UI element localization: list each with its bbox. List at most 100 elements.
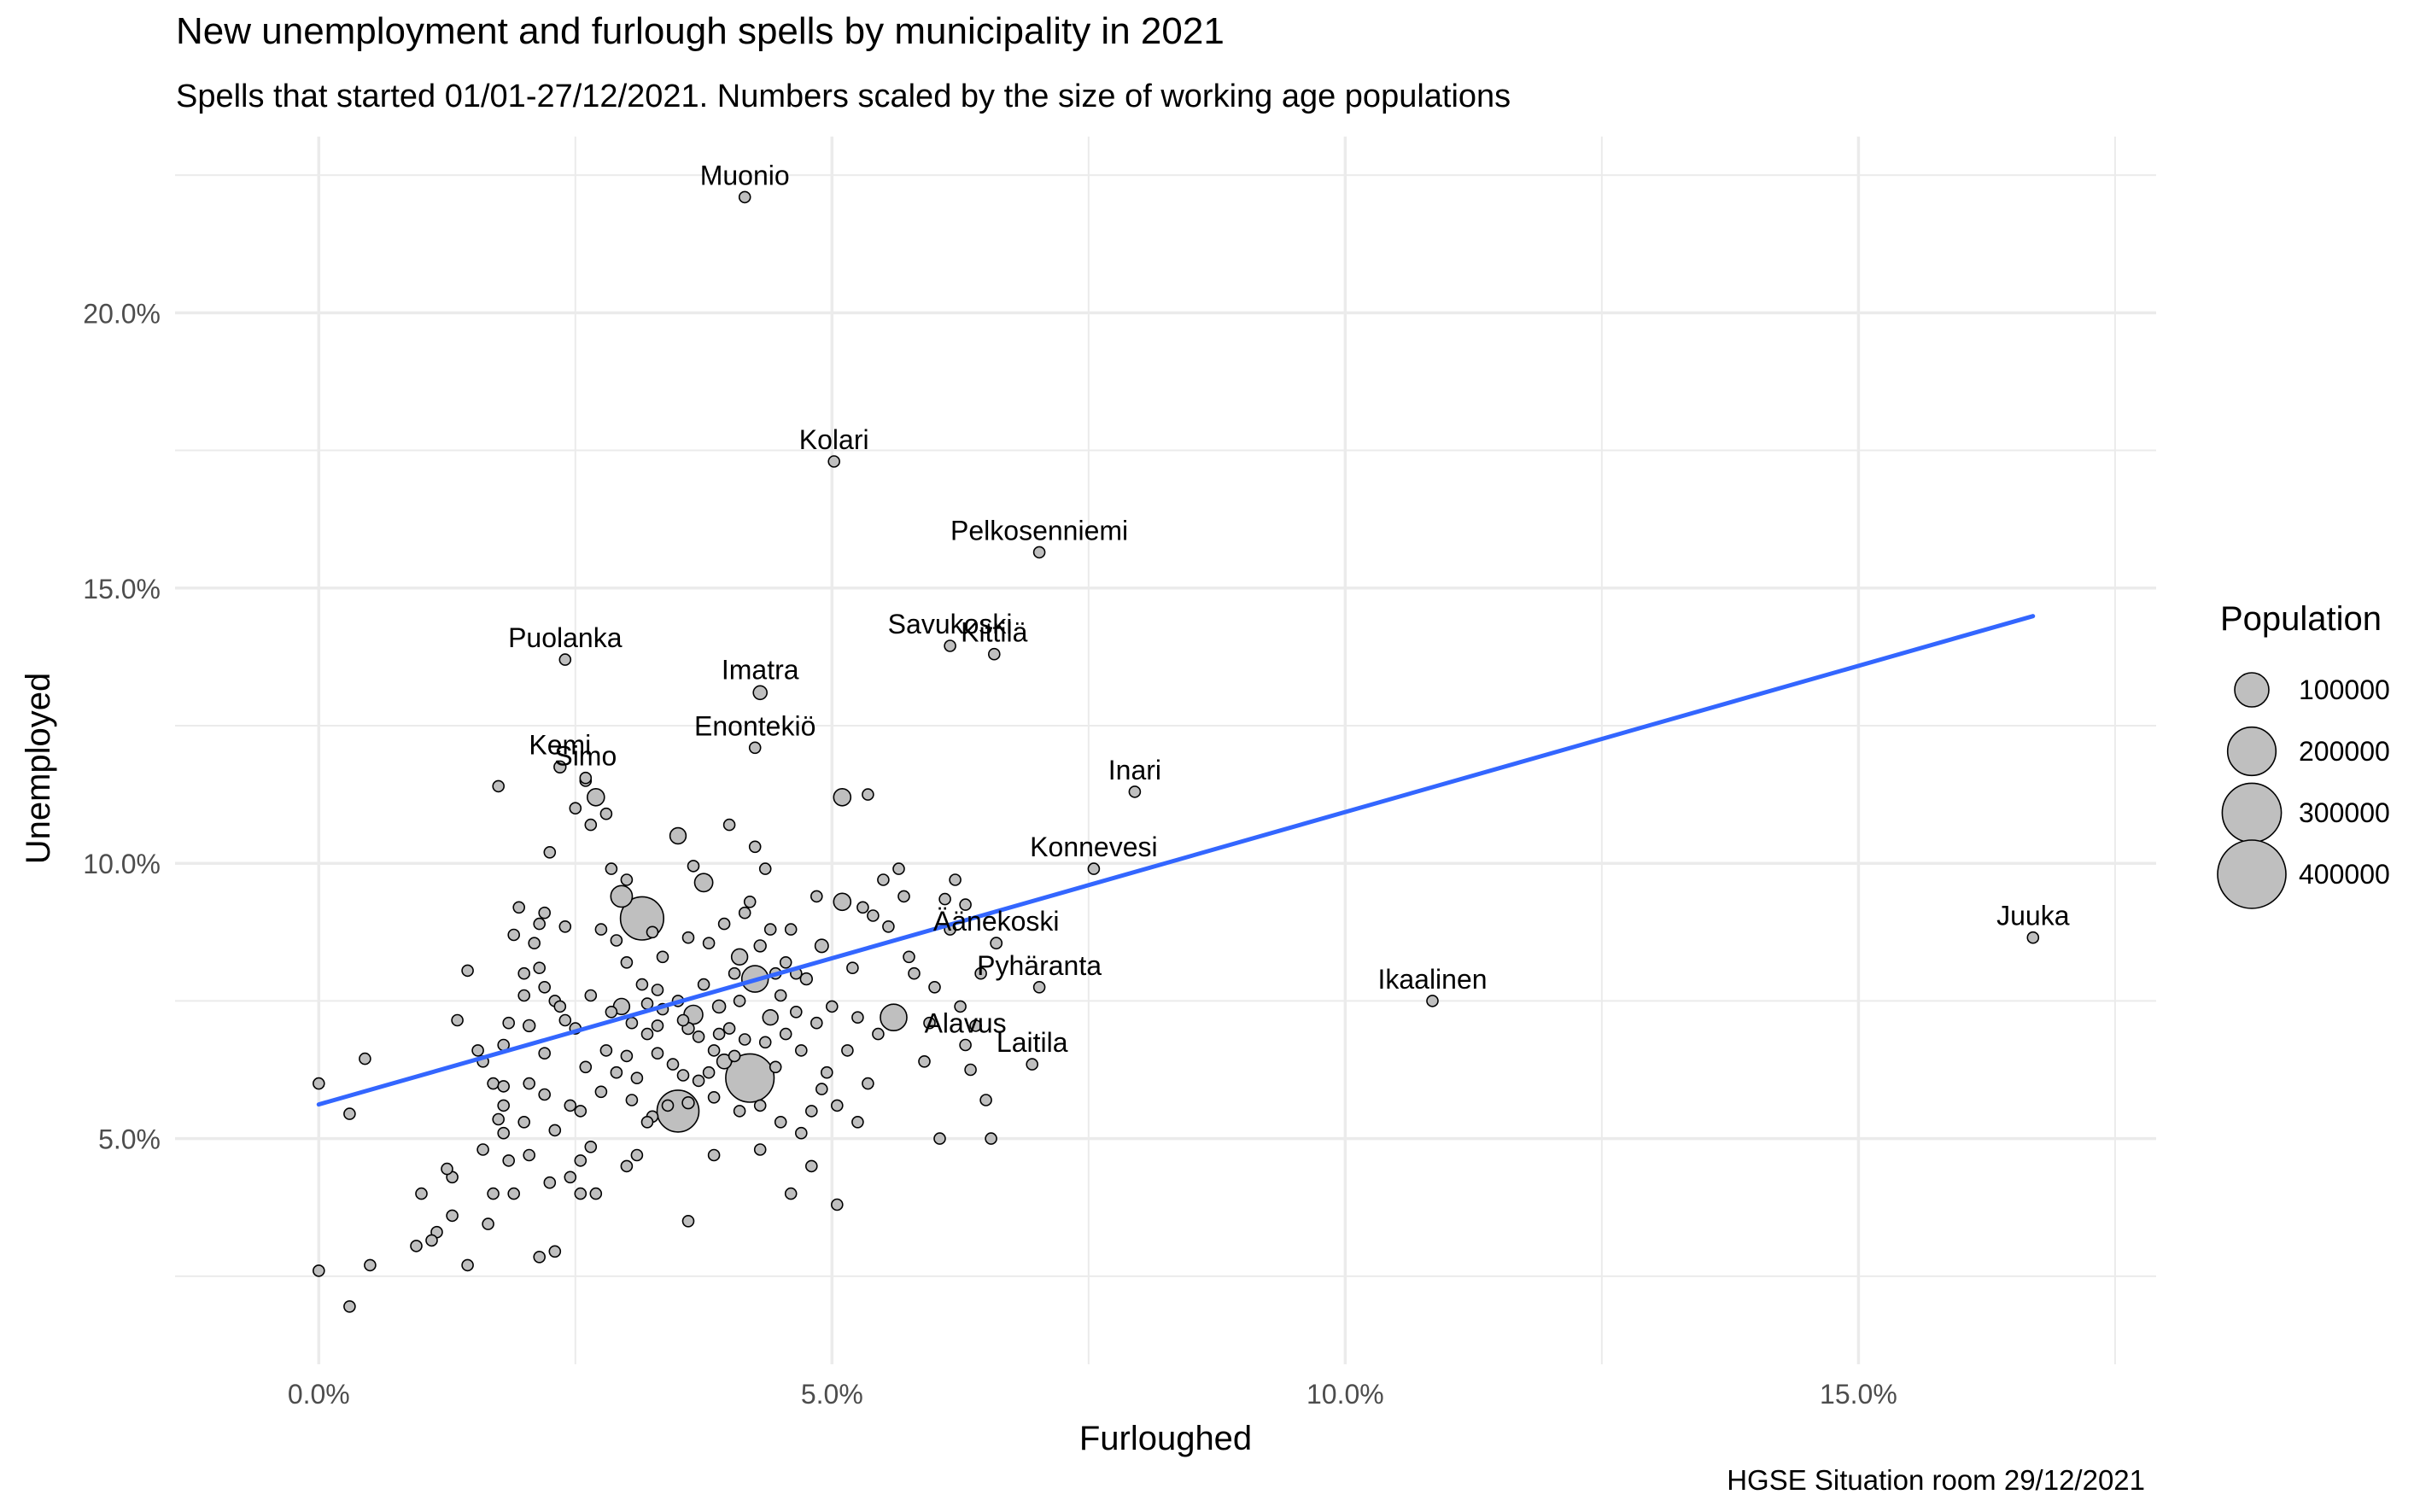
x-tick-label: 5.0% — [801, 1379, 863, 1410]
data-point — [507, 1187, 521, 1200]
labeled-data-point — [1128, 785, 1142, 798]
data-point — [867, 909, 880, 922]
labeled-data-point — [988, 647, 1001, 661]
point-label: Pelkosenniemi — [950, 515, 1128, 546]
data-point — [738, 1033, 751, 1046]
data-point — [784, 1187, 798, 1200]
labeled-data-point — [827, 455, 841, 468]
data-point — [599, 1044, 613, 1057]
data-point — [774, 1116, 787, 1129]
point-label: Savukoski — [888, 609, 1013, 639]
point-label: Enontekiö — [694, 710, 815, 741]
data-point — [693, 873, 714, 893]
data-point — [856, 901, 869, 914]
data-point — [538, 906, 552, 919]
point-label: Juuka — [1996, 901, 2070, 931]
data-point — [669, 826, 687, 845]
data-point — [415, 1187, 428, 1200]
data-point — [762, 1008, 779, 1026]
data-point — [661, 1099, 675, 1112]
data-point — [892, 862, 905, 875]
data-point — [872, 1027, 885, 1041]
x-tick-label: 15.0% — [1820, 1379, 1897, 1410]
data-point — [794, 1044, 808, 1057]
data-point — [711, 999, 727, 1014]
data-point — [640, 1027, 654, 1041]
data-point — [574, 1105, 587, 1118]
data-point — [538, 1047, 552, 1060]
data-point — [676, 1069, 690, 1082]
point-labels: Muonio Kolari Pelkosenniemi SavukoskiKittil… — [508, 160, 2070, 1058]
data-point — [692, 1074, 705, 1088]
data-point — [707, 1044, 721, 1057]
data-point — [707, 1091, 721, 1104]
data-point — [558, 1013, 572, 1027]
data-point — [651, 1019, 664, 1032]
data-point — [908, 966, 921, 980]
legend-key — [2221, 782, 2283, 844]
data-point — [804, 1159, 818, 1173]
data-point — [564, 1170, 577, 1184]
data-point — [359, 1052, 371, 1065]
data-point — [841, 1044, 854, 1057]
data-point — [702, 1065, 716, 1079]
data-point — [779, 1027, 792, 1041]
data-point — [533, 917, 547, 931]
data-point — [425, 1234, 438, 1247]
data-point — [743, 896, 757, 908]
data-point — [733, 1105, 746, 1118]
labeled-data-point — [1087, 862, 1101, 875]
data-point — [833, 787, 852, 807]
data-point — [938, 892, 951, 906]
data-point — [681, 1215, 695, 1228]
data-point — [666, 1058, 680, 1071]
data-point — [476, 1143, 489, 1156]
data-point — [851, 1116, 864, 1129]
legend-title: Population — [2220, 600, 2382, 638]
labeled-data-point — [2026, 931, 2040, 944]
y-tick-label: 10.0% — [83, 849, 161, 879]
chart-subtitle: Spells that started 01/01-27/12/2021. Nu… — [176, 79, 1511, 114]
data-point — [730, 948, 749, 966]
y-axis-ticks: 5.0% 10.0% 15.0% 20.0% — [83, 298, 161, 1154]
data-point — [569, 802, 582, 815]
data-point — [584, 1141, 598, 1153]
data-point — [646, 925, 659, 939]
data-point — [728, 966, 741, 980]
point-label: Imatra — [722, 654, 799, 685]
data-point — [769, 1060, 782, 1074]
data-point — [758, 1036, 772, 1049]
data-point — [923, 1016, 936, 1030]
data-point — [903, 950, 915, 964]
data-point — [625, 1016, 639, 1030]
data-point — [933, 1132, 946, 1145]
data-point — [594, 923, 608, 936]
data-point — [799, 972, 813, 986]
data-point — [620, 1049, 634, 1063]
data-point — [312, 1264, 325, 1277]
data-point — [969, 1019, 982, 1032]
data-point — [985, 1132, 997, 1145]
labeled-data-point — [752, 685, 769, 701]
data-point — [794, 1126, 808, 1140]
data-point — [523, 1077, 536, 1090]
point-label: Ikaalinen — [1377, 964, 1487, 995]
trend-line — [316, 614, 2036, 1107]
data-point — [851, 1011, 864, 1024]
legend: Population 100000 200000 300000 400000 — [2217, 600, 2390, 909]
data-point — [610, 884, 634, 908]
data-point — [825, 1000, 839, 1013]
data-point — [610, 934, 623, 947]
data-point — [758, 862, 772, 875]
data-point — [610, 1065, 623, 1079]
data-point — [877, 873, 890, 886]
data-point — [620, 873, 634, 886]
data-point — [676, 1013, 690, 1027]
data-point — [605, 862, 618, 875]
data-point — [564, 1099, 577, 1112]
labeled-data-point — [990, 937, 1003, 950]
data-point — [810, 1016, 823, 1030]
data-point — [446, 1209, 459, 1223]
data-point — [502, 1016, 516, 1030]
